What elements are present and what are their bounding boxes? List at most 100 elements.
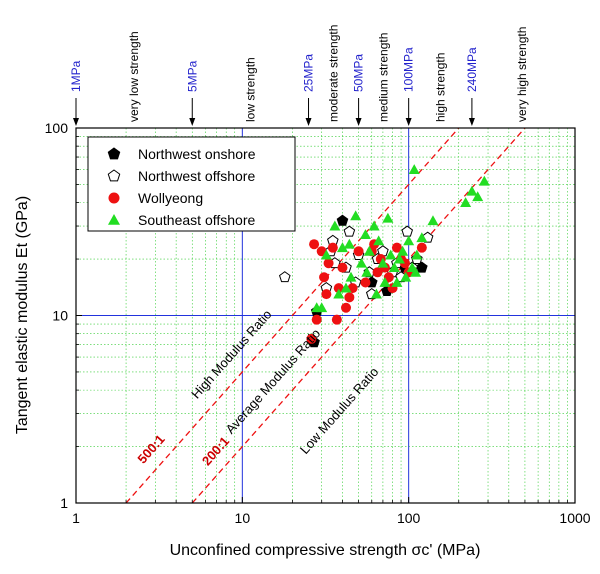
data-point	[361, 266, 373, 277]
strength-marker-arrowhead	[73, 118, 79, 126]
data-point	[323, 258, 334, 269]
data-point	[345, 271, 357, 282]
data-point	[321, 289, 332, 300]
data-point	[353, 246, 364, 257]
legend-label: Southeast offshore	[138, 212, 255, 228]
data-point	[331, 314, 342, 325]
data-point	[327, 242, 338, 253]
y-tick-label: 10	[52, 308, 68, 324]
data-point	[311, 314, 322, 325]
data-point	[377, 257, 389, 268]
data-point	[340, 282, 352, 293]
data-point	[344, 292, 355, 303]
data-point	[108, 214, 120, 225]
data-point	[333, 283, 344, 294]
data-point	[397, 245, 409, 256]
data-point	[391, 242, 402, 253]
data-point	[411, 249, 423, 260]
strength-marker-label: 50MPa	[352, 54, 366, 92]
data-point	[408, 164, 420, 174]
y-axis-title: Tangent elastic modulus Et (GPa)	[14, 196, 31, 434]
strength-marker-label: 100MPa	[402, 47, 416, 92]
data-point	[427, 215, 439, 226]
data-point	[388, 262, 400, 273]
strength-annotations: 1MPa 5MPa 25MPa 50MPa 100MPa 240MPa very low s…	[69, 25, 529, 126]
data-point	[403, 235, 415, 246]
data-point	[359, 229, 371, 240]
data-point	[373, 235, 385, 246]
data-point	[416, 261, 428, 273]
data-point	[333, 288, 345, 299]
data-point	[355, 257, 367, 268]
strength-class-label: medium strength	[377, 33, 391, 122]
y-tick-label: 100	[45, 120, 69, 136]
data-point	[107, 147, 121, 160]
axis-ticks: 1 10 100 1000 1 10 100	[45, 120, 591, 526]
data-point	[372, 267, 383, 278]
data-point	[319, 272, 330, 283]
data-point	[368, 220, 380, 231]
x-tick-label: 1	[72, 510, 80, 526]
data-point	[306, 333, 317, 344]
region-label: Low Modulus Ratio	[297, 364, 382, 457]
data-point	[363, 245, 375, 256]
strength-marker-label: 240MPa	[465, 47, 479, 92]
x-tick-label: 1000	[559, 510, 590, 526]
data-point	[385, 249, 397, 260]
data-point	[370, 288, 382, 299]
strength-class-label: low strength	[243, 57, 257, 122]
data-point	[393, 253, 405, 264]
strength-marker-arrowhead	[405, 118, 412, 126]
y-axis-title-text: Tangent elastic modulus Et (GPa)	[14, 196, 31, 434]
data-point	[472, 191, 484, 202]
strength-marker-arrowhead	[189, 118, 196, 126]
x-tick-label: 10	[235, 510, 251, 526]
x-axis-title-text: Unconfined compressive strength σc' (MPa…	[170, 542, 481, 559]
data-point	[377, 245, 389, 257]
data-point	[108, 192, 120, 204]
legend-label: Northwest offshore	[138, 168, 255, 184]
data-point	[400, 271, 412, 282]
x-tick-label: 100	[397, 510, 421, 526]
data-point	[401, 225, 414, 237]
data-point	[350, 210, 362, 221]
data-point	[416, 232, 428, 243]
data-point	[278, 271, 291, 283]
data-point	[309, 239, 320, 250]
strength-class-label: very high strength	[515, 27, 529, 122]
data-point	[391, 276, 403, 287]
strength-marker-arrowhead	[468, 118, 475, 126]
data-point	[379, 276, 391, 287]
data-point	[341, 302, 352, 313]
strength-class-label: high strength	[433, 53, 447, 122]
data-point	[336, 214, 349, 226]
legend: Northwest onshore Northwest offshore Wolly…	[87, 136, 296, 232]
data-points	[278, 164, 490, 348]
strength-marker-label: 5MPa	[185, 60, 199, 92]
data-point	[466, 185, 478, 196]
legend-label: Wollyeong	[138, 190, 203, 206]
ratio-lines	[125, 127, 526, 504]
data-point	[337, 262, 348, 273]
data-point	[320, 249, 332, 260]
data-point	[329, 220, 341, 231]
data-point	[382, 212, 394, 223]
data-point	[410, 266, 422, 277]
data-point	[107, 169, 121, 182]
data-point	[316, 302, 328, 313]
legend-box	[87, 136, 296, 232]
strength-marker-label: 25MPa	[302, 54, 316, 92]
data-point	[343, 238, 355, 249]
strength-class-label: moderate strength	[327, 25, 341, 122]
legend-label: Northwest onshore	[138, 146, 256, 162]
data-point	[343, 225, 356, 237]
strength-marker-arrowhead	[305, 118, 312, 126]
strength-marker-arrowhead	[355, 118, 362, 126]
data-point	[416, 242, 427, 253]
data-point	[360, 277, 371, 288]
data-point	[460, 197, 472, 208]
strength-marker-label: 1MPa	[69, 60, 83, 92]
data-point	[336, 242, 348, 253]
ratio-line-200	[191, 127, 526, 504]
